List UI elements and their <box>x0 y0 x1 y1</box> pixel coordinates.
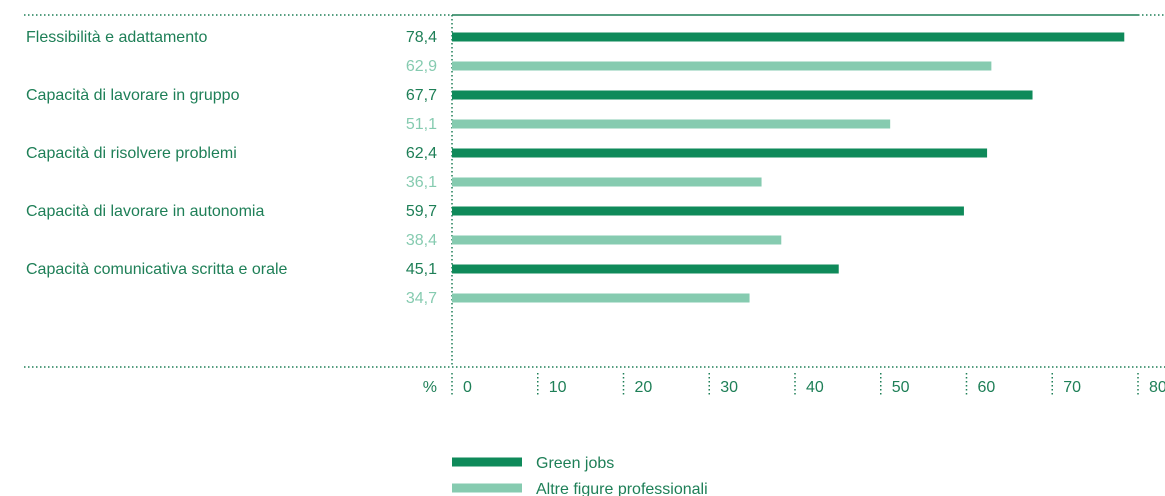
bar-green-jobs <box>452 206 964 216</box>
legend-swatch <box>452 457 522 467</box>
bar-green-jobs <box>452 264 839 274</box>
x-tick-label: 50 <box>892 379 910 396</box>
x-tick-label: 70 <box>1063 379 1081 396</box>
x-tick-label: 40 <box>806 379 824 396</box>
bar-altre-figure <box>452 293 750 303</box>
category-label: Flessibilità e adattamento <box>26 29 208 46</box>
value-label: 62,9 <box>406 58 437 75</box>
legend-label: Green jobs <box>536 455 614 472</box>
value-label: 62,4 <box>406 145 437 162</box>
value-label: 34,7 <box>406 290 437 307</box>
value-label: 78,4 <box>406 29 437 46</box>
bar-altre-figure <box>452 177 762 187</box>
x-tick-label: 0 <box>463 379 472 396</box>
category-label: Capacità di risolvere problemi <box>26 145 237 162</box>
bar-altre-figure <box>452 235 782 245</box>
x-axis-unit: % <box>423 379 437 396</box>
bar-green-jobs <box>452 90 1033 100</box>
value-label: 67,7 <box>406 87 437 104</box>
bar-altre-figure <box>452 61 992 71</box>
x-tick-label: 10 <box>549 379 567 396</box>
legend-label: Altre figure professionali <box>536 481 708 496</box>
legend-swatch <box>452 483 522 493</box>
value-label: 45,1 <box>406 261 437 278</box>
category-label: Capacità di lavorare in gruppo <box>26 87 240 104</box>
bar-altre-figure <box>452 119 891 129</box>
category-label: Capacità comunicativa scritta e orale <box>26 261 288 278</box>
bar-green-jobs <box>452 32 1125 42</box>
x-tick-label: 60 <box>978 379 996 396</box>
x-tick-label: 20 <box>635 379 653 396</box>
value-label: 59,7 <box>406 203 437 220</box>
x-tick-label: 80 <box>1149 379 1165 396</box>
bar-green-jobs <box>452 148 988 158</box>
category-label: Capacità di lavorare in autonomia <box>26 203 264 220</box>
value-label: 36,1 <box>406 174 437 191</box>
x-tick-label: 30 <box>720 379 738 396</box>
value-label: 51,1 <box>406 116 437 133</box>
value-label: 38,4 <box>406 232 437 249</box>
